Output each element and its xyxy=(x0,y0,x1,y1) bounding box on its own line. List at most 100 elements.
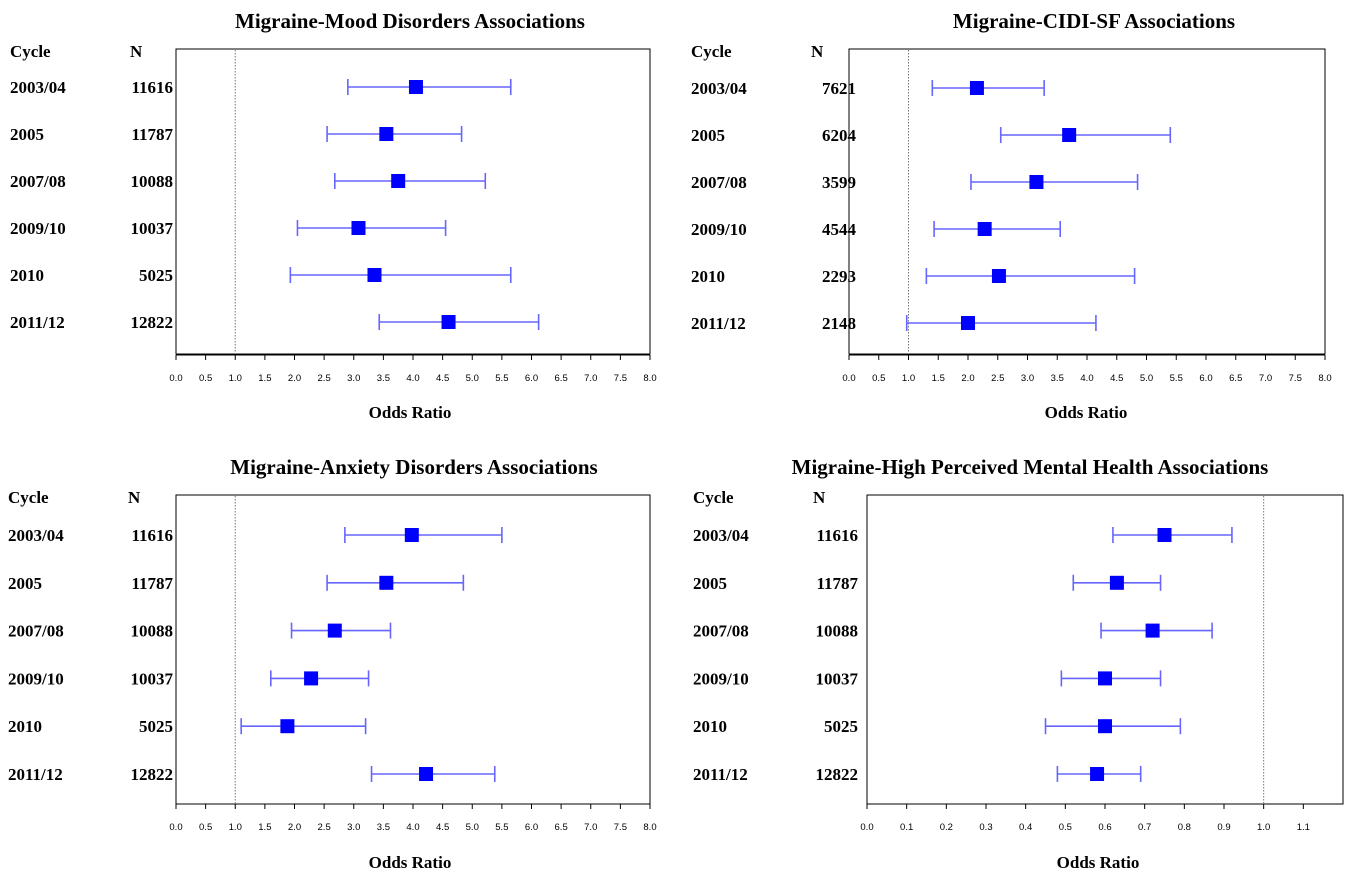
x-tick-label: 0.0 xyxy=(860,822,873,833)
forest-row: 2003/04 11616 xyxy=(8,526,503,545)
x-tick-label: 5.5 xyxy=(495,373,508,384)
x-tick-label: 4.0 xyxy=(406,373,419,384)
row-cycle-label: 2003/04 xyxy=(10,78,66,97)
x-tick-label: 5.0 xyxy=(1140,373,1153,384)
x-tick-label: 0.6 xyxy=(1098,822,1111,833)
column-header-cycle: Cycle xyxy=(8,488,49,507)
row-n-label: 2148 xyxy=(822,314,856,333)
forest-row: 2011/12 12822 xyxy=(10,313,540,332)
forest-row: 2009/10 10037 xyxy=(10,219,447,238)
x-tick-label: 0.5 xyxy=(199,822,212,833)
odds-ratio-marker xyxy=(1157,528,1172,542)
row-n-label: 11616 xyxy=(816,526,858,545)
row-cycle-label: 2003/04 xyxy=(691,79,747,98)
x-tick-label: 6.5 xyxy=(1229,373,1242,384)
x-tick-label: 5.0 xyxy=(466,822,479,833)
odds-ratio-marker xyxy=(379,575,394,590)
row-cycle-label: 2007/08 xyxy=(10,172,66,191)
forest-plot-panel-1: Migraine-Mood Disorders Associations Cycl… xyxy=(10,9,657,422)
row-n-label: 12822 xyxy=(131,313,174,332)
odds-ratio-marker xyxy=(1090,767,1105,781)
x-tick-label: 2.0 xyxy=(288,822,301,833)
x-tick-label: 0.5 xyxy=(1059,822,1072,833)
x-tick-label: 4.5 xyxy=(436,373,449,384)
x-tick-label: 2.5 xyxy=(318,373,331,384)
x-tick-label: 0.3 xyxy=(979,822,992,833)
x-tick-label: 6.5 xyxy=(555,373,568,384)
x-tick-label: 3.0 xyxy=(347,822,360,833)
x-tick-label: 0.0 xyxy=(842,373,855,384)
row-n-label: 11787 xyxy=(816,574,858,593)
x-tick-label: 4.5 xyxy=(436,822,449,833)
row-cycle-label: 2007/08 xyxy=(8,622,64,641)
forest-row: 2005 6204 xyxy=(691,126,1172,145)
x-axis-label: Odds Ratio xyxy=(369,403,452,422)
row-n-label: 6204 xyxy=(822,126,857,145)
forest-row: 2011/12 12822 xyxy=(693,765,1142,784)
panel-title: Migraine-Anxiety Disorders Associations xyxy=(230,455,597,479)
panel-title: Migraine-CIDI-SF Associations xyxy=(953,9,1235,33)
column-header-cycle: Cycle xyxy=(10,42,51,61)
forest-row: 2010 5025 xyxy=(8,717,367,736)
odds-ratio-marker xyxy=(991,269,1006,283)
x-tick-label: 6.0 xyxy=(525,822,538,833)
row-cycle-label: 2011/12 xyxy=(8,765,63,784)
row-n-label: 12822 xyxy=(131,765,174,784)
row-cycle-label: 2009/10 xyxy=(10,219,66,238)
row-cycle-label: 2011/12 xyxy=(691,314,746,333)
x-tick-label: 5.5 xyxy=(495,822,508,833)
forest-row: 2003/04 11616 xyxy=(693,526,1233,545)
plot-frame xyxy=(866,494,1344,805)
x-tick-label: 0.5 xyxy=(199,373,212,384)
row-n-label: 5025 xyxy=(139,717,173,736)
odds-ratio-marker xyxy=(441,315,456,329)
x-tick-label: 0.5 xyxy=(872,373,885,384)
row-cycle-label: 2009/10 xyxy=(691,220,747,239)
x-tick-label: 1.5 xyxy=(932,373,945,384)
row-n-label: 10088 xyxy=(816,622,859,641)
forest-row: 2009/10 10037 xyxy=(693,669,1162,688)
x-tick-label: 1.0 xyxy=(229,822,242,833)
x-tick-label: 1.0 xyxy=(1257,822,1270,833)
row-cycle-label: 2010 xyxy=(691,267,725,286)
forest-row: 2005 11787 xyxy=(8,574,465,593)
x-tick-label: 8.0 xyxy=(643,822,656,833)
forest-row: 2007/08 3599 xyxy=(691,173,1139,192)
forest-row: 2009/10 10037 xyxy=(8,669,370,688)
odds-ratio-marker xyxy=(280,719,295,734)
x-tick-label: 5.5 xyxy=(1170,373,1183,384)
x-tick-label: 0.1 xyxy=(900,822,913,833)
row-n-label: 5025 xyxy=(824,717,858,736)
forest-plot-panel-3: Migraine-Anxiety Disorders Associations C… xyxy=(8,455,657,872)
column-header-n: N xyxy=(811,42,824,61)
row-n-label: 10088 xyxy=(131,622,174,641)
row-n-label: 2293 xyxy=(822,267,856,286)
odds-ratio-marker xyxy=(1062,128,1077,142)
x-tick-label: 3.5 xyxy=(1051,373,1064,384)
x-tick-label: 0.8 xyxy=(1178,822,1191,833)
odds-ratio-marker xyxy=(379,127,394,141)
odds-ratio-marker xyxy=(351,221,366,235)
forest-row: 2007/08 10088 xyxy=(693,622,1213,641)
x-tick-label: 0.2 xyxy=(940,822,953,833)
x-tick-label: 7.5 xyxy=(614,822,627,833)
forest-row: 2009/10 4544 xyxy=(691,220,1062,239)
row-n-label: 11787 xyxy=(131,574,173,593)
x-axis-label: Odds Ratio xyxy=(369,853,452,872)
forest-row: 2011/12 12822 xyxy=(8,765,496,784)
odds-ratio-marker xyxy=(1098,671,1112,686)
row-cycle-label: 2010 xyxy=(10,266,44,285)
x-tick-label: 6.0 xyxy=(1199,373,1212,384)
x-axis-label: Odds Ratio xyxy=(1057,853,1140,872)
x-tick-label: 7.5 xyxy=(1289,373,1302,384)
odds-ratio-marker xyxy=(327,623,342,638)
x-tick-label: 4.0 xyxy=(406,822,419,833)
row-n-label: 10037 xyxy=(131,669,174,688)
forest-row: 2011/12 2148 xyxy=(691,314,1097,333)
x-tick-label: 0.0 xyxy=(169,373,182,384)
x-tick-label: 0.7 xyxy=(1138,822,1151,833)
row-cycle-label: 2011/12 xyxy=(693,765,748,784)
forest-row: 2010 5025 xyxy=(10,266,512,285)
odds-ratio-marker xyxy=(367,268,382,282)
